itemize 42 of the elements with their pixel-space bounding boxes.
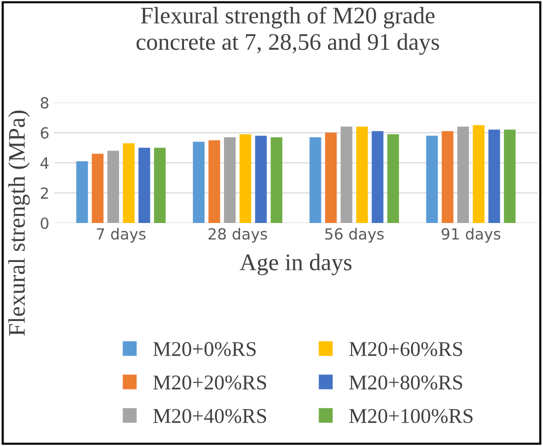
bar [387, 134, 399, 223]
bar [270, 137, 282, 223]
bar [154, 148, 166, 223]
bar [356, 126, 368, 223]
legend-label: M20+0%RS [153, 342, 256, 356]
x-tick-label: 56 days [325, 228, 384, 243]
x-tick-label: 7 days [96, 228, 146, 243]
bar [138, 148, 150, 223]
chart-title: Flexural strength of M20 grade concrete at 7, 28,56 and 91 days [136, 6, 440, 55]
bar [504, 130, 516, 223]
bar [426, 136, 438, 223]
bar [92, 154, 104, 223]
bar [457, 126, 469, 223]
legend-label: M20+80%RS [349, 375, 462, 390]
bar [340, 126, 352, 223]
bar [255, 136, 267, 223]
x-tick-label: 91 days [442, 228, 500, 243]
y-tick-label: 2 [40, 187, 48, 199]
x-axis-title: Age in days [240, 254, 352, 276]
legend-label: M20+100%RS [349, 408, 473, 424]
legend-label: M20+20%RS [153, 375, 266, 390]
bar [192, 142, 205, 223]
legend-label: M20+60%RS [349, 342, 462, 356]
bar [472, 125, 484, 223]
bar [76, 161, 88, 223]
bar [240, 134, 252, 223]
bar [224, 137, 236, 223]
bar [488, 130, 500, 223]
bar [442, 131, 454, 223]
y-axis-title: Flexural strength (MPa) [8, 110, 30, 336]
y-tick-label: 6 [40, 127, 48, 139]
bar [310, 137, 322, 223]
y-tick-label: 4 [40, 157, 49, 169]
y-tick-label: 8 [40, 97, 48, 109]
legend-label: M20+40%RS [153, 408, 266, 424]
bar [122, 143, 135, 223]
x-tick-label: 28 days [208, 228, 268, 243]
bar [107, 150, 120, 223]
bar [372, 131, 384, 223]
bar [208, 140, 220, 223]
y-tick-label: 0 [40, 217, 48, 230]
bar [325, 132, 337, 223]
